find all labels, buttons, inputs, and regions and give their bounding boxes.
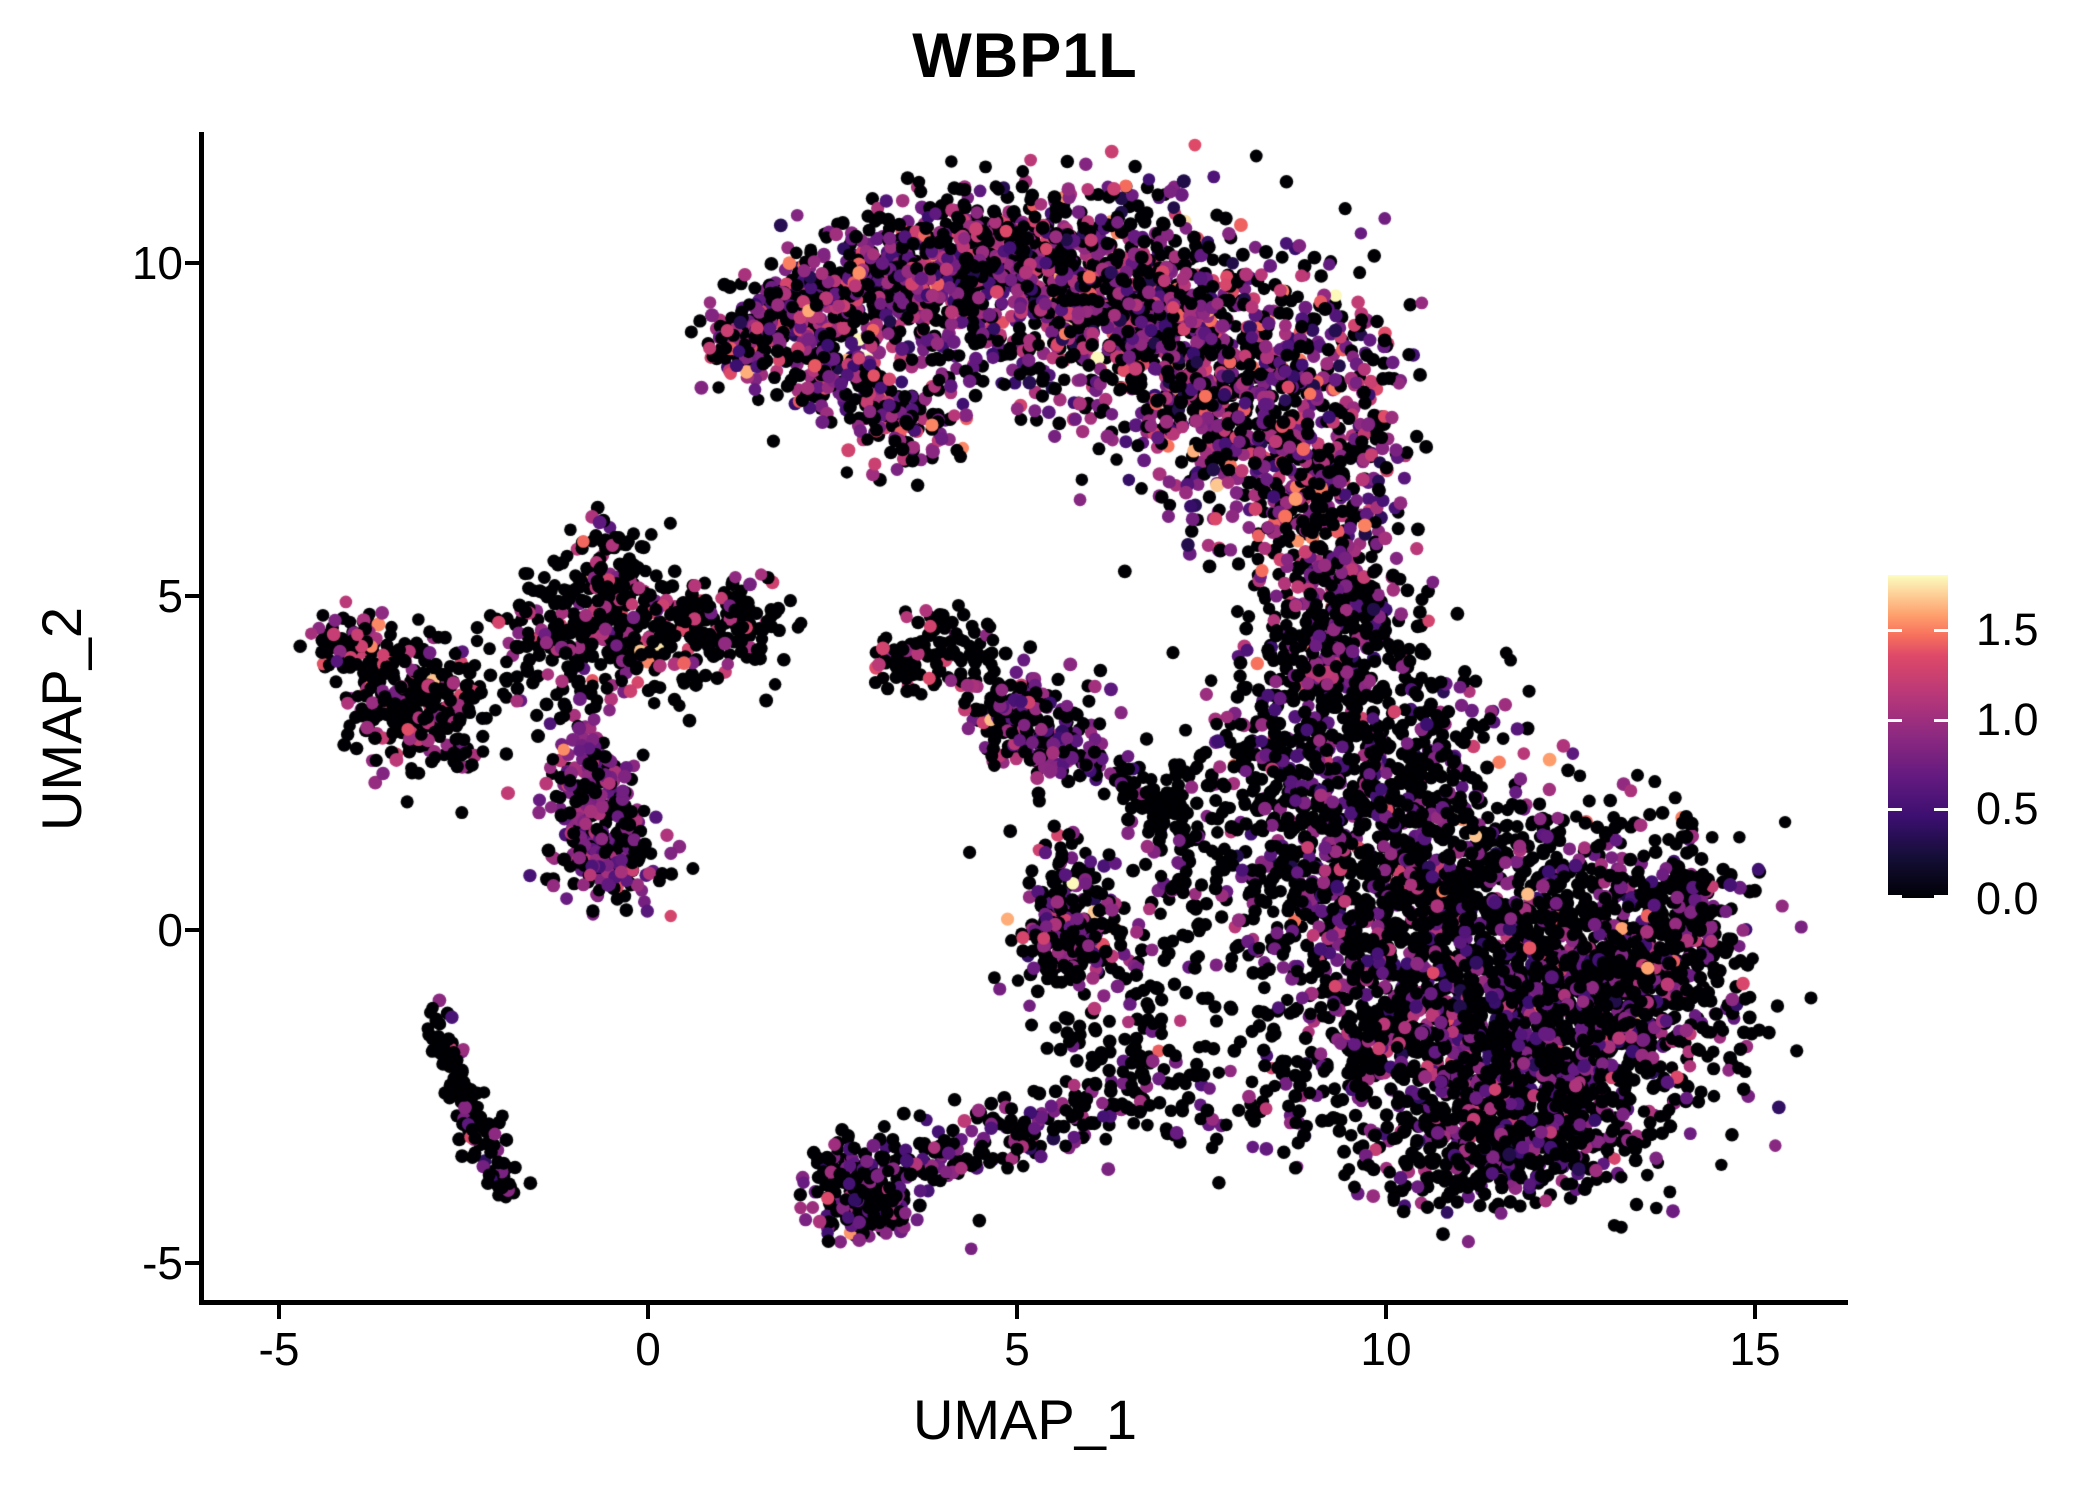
colorbar-gradient — [1888, 575, 1948, 898]
y-tick-mark — [185, 594, 200, 599]
y-tick-label: 5 — [157, 570, 183, 623]
x-axis-title: UMAP_1 — [912, 1388, 1138, 1451]
colorbar-tick-mark — [1934, 628, 1948, 632]
colorbar-tick-mark — [1888, 808, 1902, 812]
x-tick-label: -5 — [258, 1323, 300, 1375]
x-tick-mark — [1015, 1304, 1019, 1319]
y-tick-mark — [185, 260, 200, 265]
x-tick-mark — [1384, 1304, 1388, 1319]
x-tick-label: 15 — [1729, 1323, 1781, 1375]
y-tick-mark — [185, 927, 200, 932]
x-tick-mark — [277, 1304, 281, 1319]
x-tick-label: 5 — [1004, 1323, 1030, 1375]
x-tick-mark — [646, 1304, 650, 1319]
x-tick-mark — [1753, 1304, 1757, 1319]
x-axis-line — [199, 1300, 1848, 1305]
colorbar-tick-label: 1.5 — [1976, 603, 2039, 655]
colorbar-tick-mark — [1934, 895, 1948, 898]
y-tick-mark — [185, 1261, 200, 1266]
y-tick-label: -5 — [142, 1237, 183, 1290]
colorbar-tick-mark — [1934, 808, 1948, 812]
x-tick-label: 10 — [1360, 1323, 1412, 1375]
y-axis-line — [199, 132, 204, 1304]
colorbar-tick-mark — [1888, 628, 1902, 632]
colorbar-tick-mark — [1888, 718, 1902, 722]
plot-title: WBP1L — [912, 21, 1138, 91]
y-axis-title: UMAP_2 — [30, 606, 93, 832]
colorbar-tick-mark — [1934, 718, 1948, 722]
colorbar-tick-label: 0.0 — [1976, 873, 2039, 924]
colorbar-tick-label: 0.5 — [1976, 783, 2039, 835]
x-tick-label: 0 — [635, 1323, 661, 1375]
y-tick-label: 0 — [157, 903, 183, 956]
colorbar-tick-label: 1.0 — [1976, 693, 2039, 745]
colorbar-tick-mark — [1888, 895, 1902, 898]
y-tick-label: 10 — [131, 236, 183, 289]
